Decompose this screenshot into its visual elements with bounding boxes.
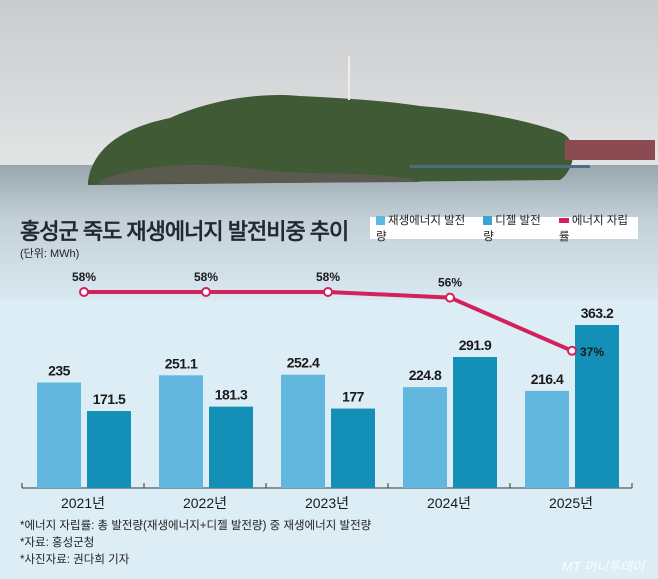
- legend-label: 에너지 자립률: [558, 215, 628, 243]
- bar-diesel: [331, 408, 375, 488]
- footnote: *에너지 자립률: 총 발전량(재생에너지+디젤 발전량) 중 재생에너지 발전…: [20, 520, 372, 532]
- line-label: 58%: [316, 270, 340, 284]
- legend-item-renewable: 재생에너지 발전량: [376, 212, 475, 244]
- x-tick-label: 2022년: [183, 495, 227, 511]
- legend-label: 디젤 발전량: [483, 215, 541, 243]
- bar-diesel: [87, 411, 131, 488]
- bar-label: 363.2: [581, 305, 614, 321]
- bar-label: 251.1: [165, 355, 198, 371]
- bar-label: 216.4: [531, 371, 564, 387]
- line-point: [79, 287, 89, 297]
- footnote: *사진자료: 권다희 기자: [20, 554, 130, 566]
- legend-item-diesel: 디젤 발전량: [483, 212, 551, 244]
- x-tick-label: 2024년: [427, 495, 471, 511]
- bar-diesel: [575, 325, 619, 488]
- legend-item-self-sufficiency: 에너지 자립률: [558, 212, 638, 244]
- x-tick-label: 2025년: [549, 495, 593, 511]
- legend-label: 재생에너지 발전량: [376, 215, 466, 243]
- legend-swatch: [376, 216, 385, 225]
- line-label: 58%: [72, 270, 96, 284]
- legend-swatch: [483, 216, 493, 225]
- chart-title: 홍성군 죽도 재생에너지 발전비중 추이: [20, 219, 349, 244]
- bar-label: 291.9: [459, 337, 492, 353]
- legend: 재생에너지 발전량 디젤 발전량 에너지 자립률: [370, 215, 638, 243]
- line-point: [323, 287, 333, 297]
- line-label: 37%: [580, 345, 604, 359]
- bar-renewable: [403, 387, 447, 488]
- unit-label: (단위: MWh): [20, 248, 80, 260]
- bar-label: 252.4: [287, 355, 320, 371]
- line-point: [567, 345, 577, 356]
- bar-label: 224.8: [409, 367, 442, 383]
- bar-label: 181.3: [215, 387, 248, 403]
- logo: MT 머니투데이: [561, 559, 644, 574]
- bar-renewable: [525, 390, 569, 488]
- legend-swatch: [558, 218, 569, 223]
- bar-label: 235: [48, 363, 71, 379]
- bar-diesel: [209, 406, 253, 488]
- footnotes: *에너지 자립률: 총 발전량(재생에너지+디젤 발전량) 중 재생에너지 발전…: [20, 518, 371, 569]
- line-label: 58%: [194, 270, 218, 284]
- x-tick-label: 2021년: [61, 495, 105, 511]
- bar-diesel: [453, 356, 497, 488]
- x-tick-label: 2023년: [305, 495, 349, 511]
- line-label: 56%: [438, 276, 462, 290]
- line-point: [201, 287, 211, 297]
- bar-renewable: [159, 375, 203, 488]
- bar-renewable: [37, 382, 81, 488]
- line-point: [445, 292, 455, 303]
- bar-renewable: [281, 374, 325, 488]
- bar-label: 177: [342, 389, 365, 405]
- bar-label: 171.5: [93, 391, 126, 407]
- footnote: *자료: 홍성군청: [20, 537, 95, 549]
